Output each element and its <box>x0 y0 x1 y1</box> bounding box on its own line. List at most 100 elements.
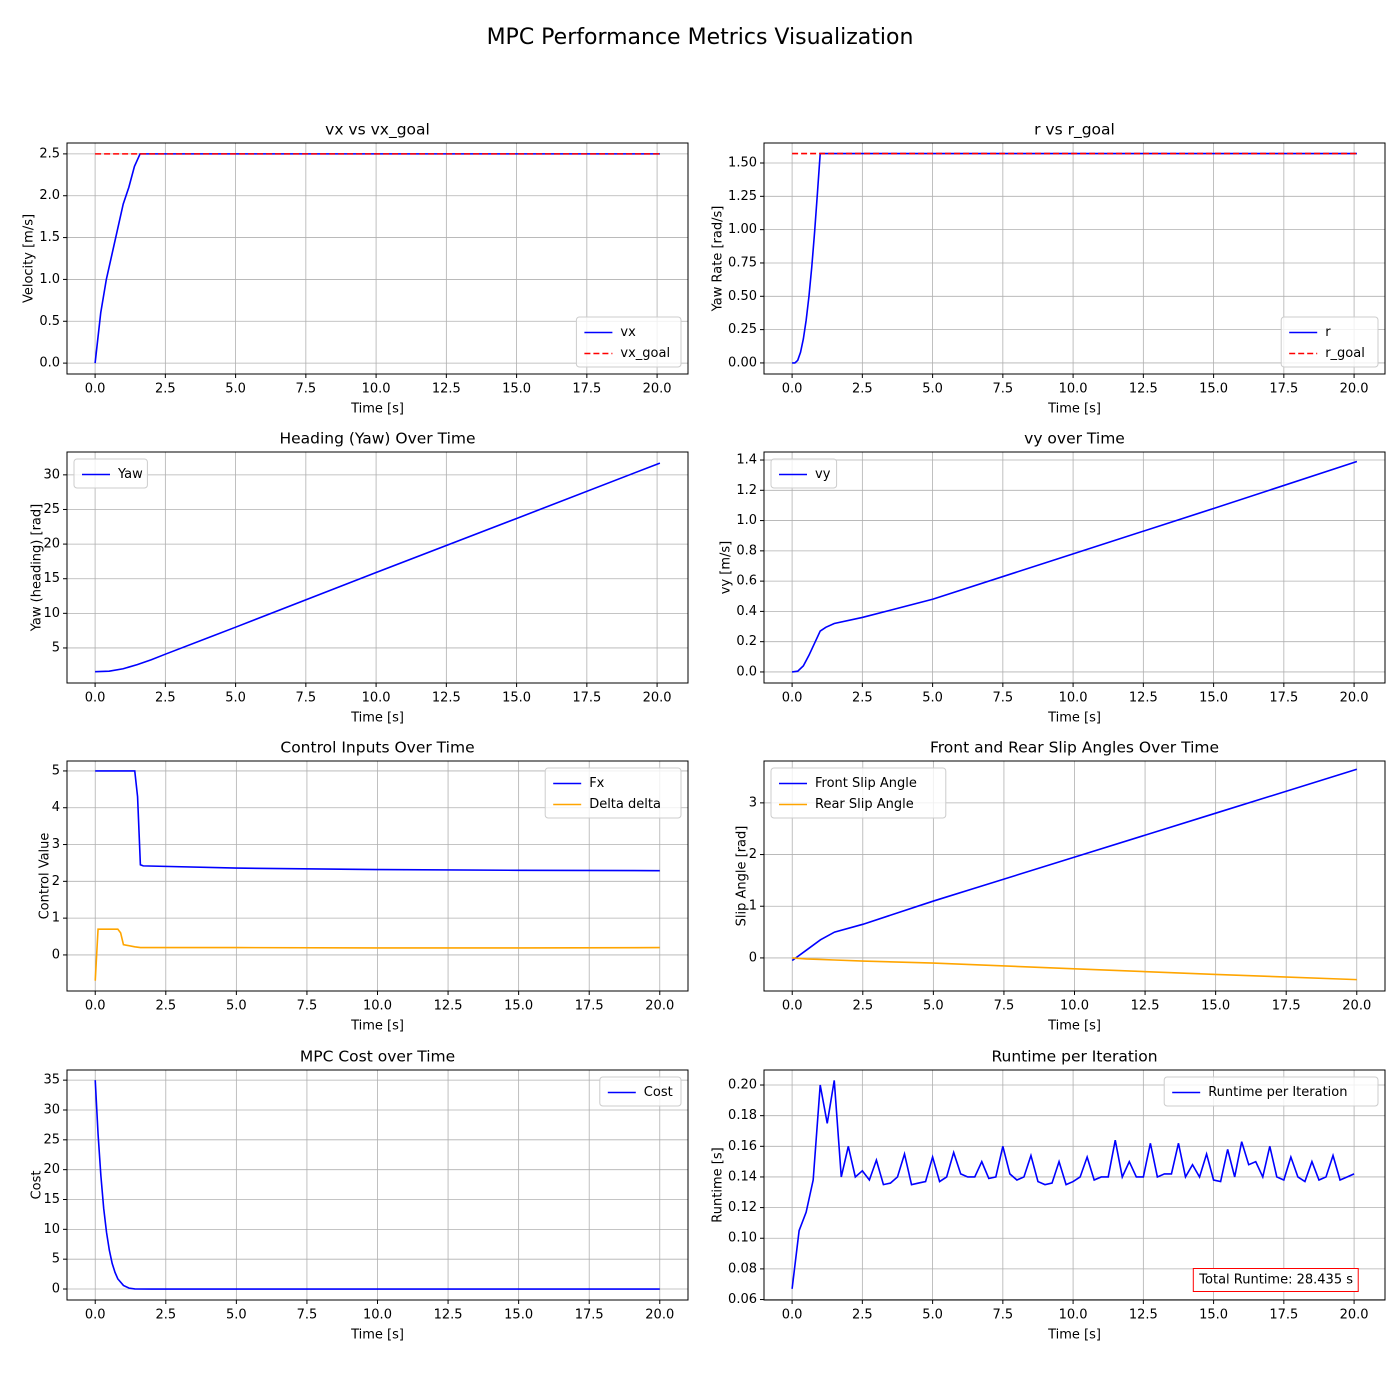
y-tick-label: 0.25 <box>728 322 757 337</box>
x-tick-label: 15.0 <box>504 999 533 1014</box>
x-tick-label: 17.5 <box>572 691 601 706</box>
x-tick-label: 20.0 <box>643 691 672 706</box>
y-tick-label: 2.0 <box>39 188 60 203</box>
subplot-title: MPC Cost over Time <box>300 1048 455 1066</box>
y-tick-label: 0.8 <box>736 543 757 558</box>
x-tick-label: 7.5 <box>994 999 1015 1014</box>
x-tick-label: 2.5 <box>852 999 873 1014</box>
x-tick-label: 15.0 <box>502 691 531 706</box>
x-tick-label: 2.5 <box>852 1308 873 1323</box>
data-line <box>95 462 661 673</box>
y-tick-label: 1.50 <box>728 155 757 170</box>
legend-box <box>1163 1076 1379 1107</box>
data-line <box>94 1080 660 1290</box>
x-tick-label: 17.5 <box>1269 691 1298 706</box>
y-tick-label: 0.50 <box>728 289 757 304</box>
x-tick-label: 12.5 <box>434 1308 463 1323</box>
y-tick-label: 0 <box>749 950 757 965</box>
x-tick-label: 5.0 <box>922 382 943 397</box>
y-tick-label: 0 <box>52 1282 60 1297</box>
legend: Yaw <box>73 458 148 489</box>
data-line <box>94 928 660 981</box>
x-tick-label: 12.5 <box>432 382 461 397</box>
x-tick-label: 10.0 <box>1059 1308 1088 1323</box>
annotation: Total Runtime: 28.435 s <box>1198 1273 1353 1288</box>
y-tick-label: 1.0 <box>736 513 757 528</box>
legend: r r_goal <box>1280 316 1379 368</box>
x-tick-label: 7.5 <box>297 999 318 1014</box>
axes-frame <box>763 142 1386 375</box>
legend: Front Slip Angle Rear Slip Angle <box>770 767 947 819</box>
y-tick-label: 0.20 <box>728 1078 757 1093</box>
y-tick-label: 10 <box>43 606 60 621</box>
legend-box <box>770 458 838 489</box>
y-tick-label: 0.14 <box>728 1169 757 1184</box>
x-tick-label: 0.0 <box>782 691 803 706</box>
y-tick-label: 10 <box>43 1222 60 1237</box>
x-tick-label: 5.0 <box>923 999 944 1014</box>
x-tick-label: 5.0 <box>922 691 943 706</box>
x-axis-label: Time [s] <box>350 1019 404 1034</box>
y-tick-label: 0.5 <box>39 314 60 329</box>
axes-frame <box>763 451 1386 684</box>
x-tick-label: 20.0 <box>643 382 672 397</box>
legend-label: Cost <box>644 1085 673 1100</box>
x-tick-label: 17.5 <box>575 999 604 1014</box>
plot-area <box>764 452 1385 683</box>
y-axis-label: Cost <box>30 1171 45 1200</box>
y-tick-label: 2.5 <box>39 146 60 161</box>
y-tick-label: 0.0 <box>39 356 60 371</box>
subplot-title: vy over Time <box>1024 430 1125 448</box>
legend-box <box>599 1076 682 1107</box>
axes-frame <box>763 1069 1386 1301</box>
y-tick-label: 0.0 <box>736 664 757 679</box>
y-axis-label: vy [m/s] <box>719 541 734 594</box>
data-line <box>791 460 1358 673</box>
y-tick-label: 0.16 <box>728 1139 757 1154</box>
subplot-title: Runtime per Iteration <box>991 1048 1157 1066</box>
y-tick-label: 2 <box>749 847 757 862</box>
legend: vy <box>770 458 838 489</box>
legend-box <box>770 767 947 819</box>
y-tick-label: 0.6 <box>736 574 757 589</box>
x-tick-label: 7.5 <box>993 1308 1014 1323</box>
x-tick-label: 15.0 <box>504 1308 533 1323</box>
x-tick-label: 7.5 <box>993 382 1014 397</box>
x-tick-label: 15.0 <box>1199 691 1228 706</box>
x-tick-label: 15.0 <box>1201 999 1230 1014</box>
x-tick-label: 17.5 <box>1272 999 1301 1014</box>
data-line <box>95 770 660 872</box>
figure-title: MPC Performance Metrics Visualization <box>487 25 914 50</box>
y-tick-label: 0.00 <box>728 355 757 370</box>
subplot: 0.0 2.5 5.0 7.5 10.0 12.5 15.0 17.5 20.0 0 5 10 15 20… <box>30 1048 689 1343</box>
x-tick-label: 2.5 <box>155 691 176 706</box>
y-tick-label: 5 <box>52 640 60 655</box>
x-tick-label: 5.0 <box>226 1308 247 1323</box>
subplot: 0.0 2.5 5.0 7.5 10.0 12.5 15.0 17.5 20.0 0.0 0.5 1.… <box>22 121 689 417</box>
y-tick-label: 2 <box>52 874 60 889</box>
x-tick-label: 10.0 <box>363 1308 392 1323</box>
data-line <box>791 768 1358 962</box>
legend-label: Yaw <box>117 467 143 482</box>
y-tick-label: 30 <box>43 467 60 482</box>
x-axis-label: Time [s] <box>350 402 404 417</box>
x-tick-label: 0.0 <box>782 999 803 1014</box>
y-tick-label: 0.4 <box>736 604 757 619</box>
legend-label: Runtime per Iteration <box>1208 1085 1347 1100</box>
y-tick-label: 15 <box>43 571 60 586</box>
y-axis-label: Slip Angle [rad] <box>735 826 750 927</box>
axes-frame <box>66 142 689 375</box>
x-tick-label: 10.0 <box>1059 382 1088 397</box>
x-axis-label: Time [s] <box>350 1328 404 1343</box>
x-tick-label: 17.5 <box>1269 1308 1298 1323</box>
y-tick-label: 35 <box>43 1073 60 1088</box>
legend: vx vx_goal <box>575 316 682 368</box>
y-tick-label: 1 <box>749 899 757 914</box>
x-tick-label: 17.5 <box>575 1308 604 1323</box>
legend: Cost <box>599 1076 682 1107</box>
subplot: 0.0 2.5 5.0 7.5 10.0 12.5 15.0 17.5 20.0 0.06 0.08… <box>711 1048 1386 1343</box>
x-tick-label: 12.5 <box>1131 999 1160 1014</box>
subplot-title: Control Inputs Over Time <box>280 739 474 757</box>
y-axis-label: Yaw Rate [rad/s] <box>711 206 726 313</box>
